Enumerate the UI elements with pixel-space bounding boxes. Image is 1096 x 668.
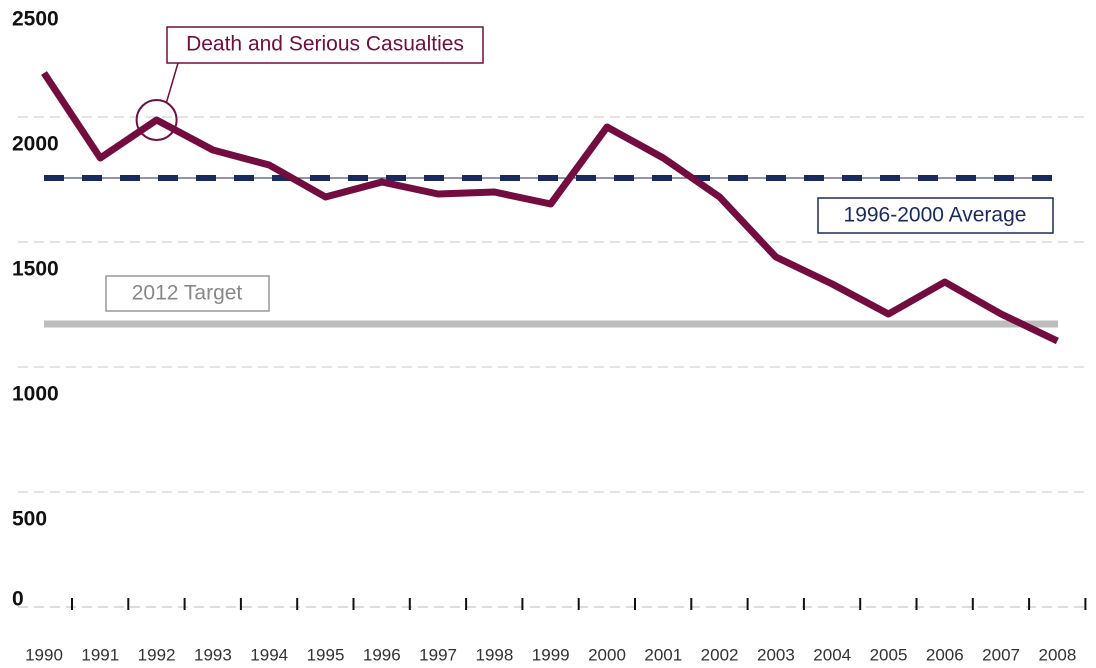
x-tick-label: 2002 bbox=[701, 645, 739, 664]
target-label: 2012 Target bbox=[132, 282, 243, 305]
series-label: Death and Serious Casualties bbox=[186, 33, 464, 56]
series-label-box bbox=[166, 26, 484, 64]
average-label: 1996-2000 Average bbox=[844, 204, 1027, 227]
x-tick-label: 1991 bbox=[81, 645, 119, 664]
x-tick-label: 2000 bbox=[588, 645, 626, 664]
series-line bbox=[41, 71, 1059, 345]
x-tick-label: 2003 bbox=[757, 645, 795, 664]
y-tick-label: 1000 bbox=[12, 383, 59, 406]
x-tick-label: 1999 bbox=[532, 645, 570, 664]
x-tick-label: 1998 bbox=[475, 645, 513, 664]
y-tick-label: 2000 bbox=[12, 133, 59, 156]
x-tick-label: 2005 bbox=[870, 645, 908, 664]
x-tick-label: 1994 bbox=[250, 645, 288, 664]
x-tick-label: 2001 bbox=[644, 645, 682, 664]
y-tick-label: 500 bbox=[12, 508, 47, 531]
y-tick-label: 2500 bbox=[12, 8, 59, 31]
x-tick-label: 1993 bbox=[194, 645, 232, 664]
x-tick-label: 2008 bbox=[1038, 645, 1076, 664]
x-tick-label: 1995 bbox=[307, 645, 345, 664]
x-tick-label: 1997 bbox=[419, 645, 457, 664]
x-tick-label: 1990 bbox=[25, 645, 63, 664]
average-label-box bbox=[817, 197, 1054, 234]
y-tick-label: 1500 bbox=[12, 258, 59, 281]
x-tick-label: 1992 bbox=[138, 645, 176, 664]
x-tick-label: 2007 bbox=[982, 645, 1020, 664]
y-tick-label: 0 bbox=[12, 588, 24, 611]
x-tick-label: 1996 bbox=[363, 645, 401, 664]
highlight-circle bbox=[135, 99, 178, 141]
x-tick-label: 2004 bbox=[813, 645, 851, 664]
target-label-box bbox=[105, 275, 270, 312]
x-tick-label: 2006 bbox=[926, 645, 964, 664]
callout-line bbox=[165, 62, 179, 103]
